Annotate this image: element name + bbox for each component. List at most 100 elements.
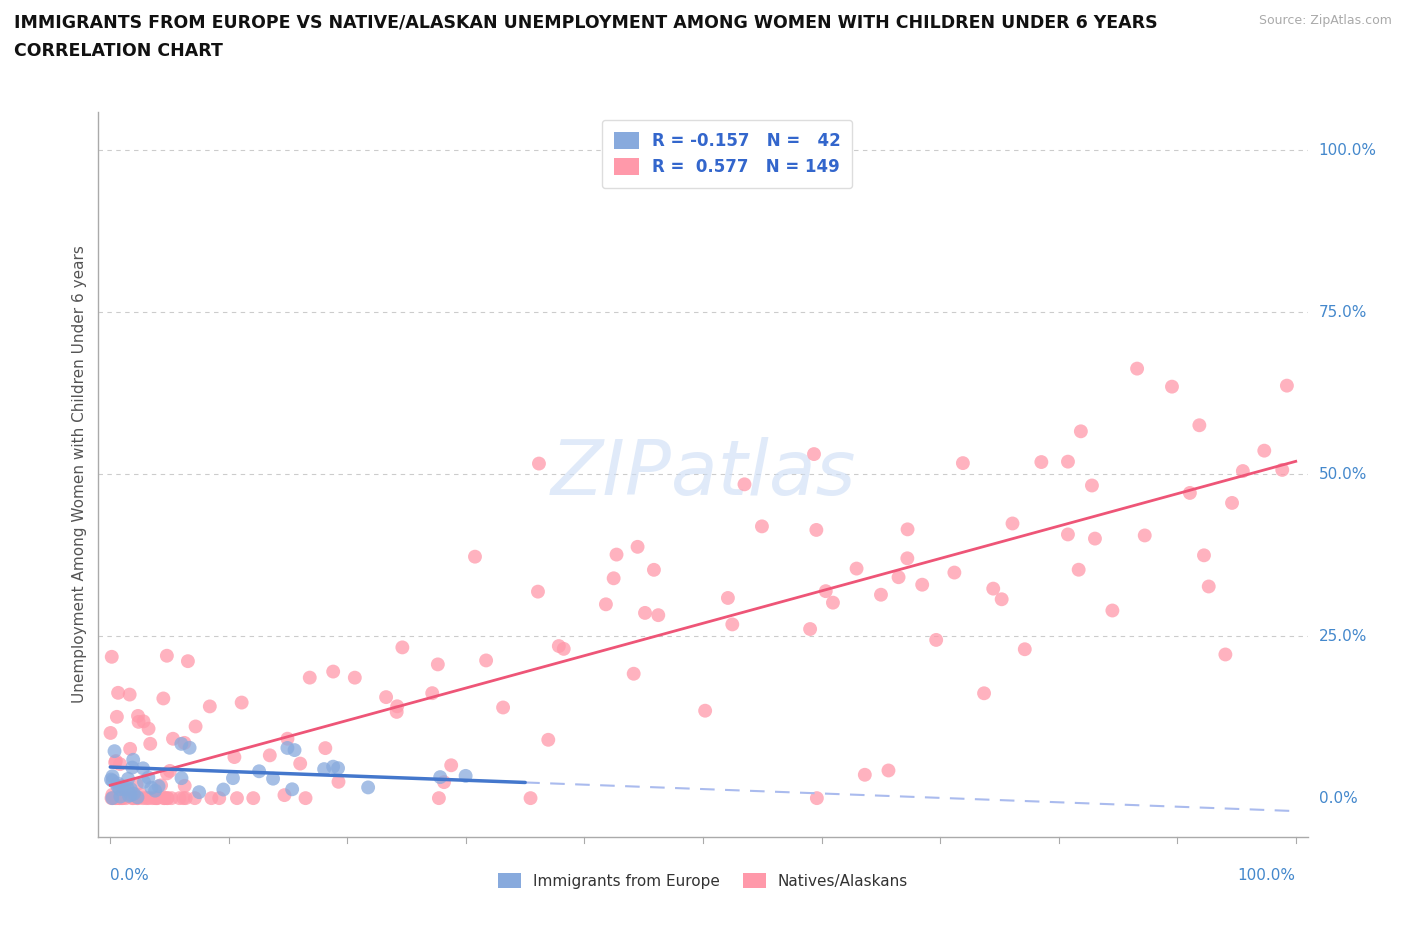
Point [343, 671, 366, 685]
Point [259, 748, 281, 763]
Point [108, 790, 131, 805]
Point [100, 790, 122, 805]
Point [170, 737, 193, 751]
Point [821, 595, 844, 610]
Point [111, 790, 134, 805]
Point [322, 664, 344, 679]
Point [1161, 379, 1184, 394]
Point [160, 790, 183, 805]
Point [101, 769, 124, 784]
Point [172, 790, 194, 805]
Point [222, 771, 245, 786]
Point [121, 760, 143, 775]
Text: 100.0%: 100.0% [1237, 868, 1296, 883]
Point [120, 741, 142, 756]
Point [117, 781, 139, 796]
Point [226, 790, 249, 805]
Point [877, 763, 900, 777]
Point [276, 740, 298, 755]
Point [385, 704, 408, 719]
Text: CORRELATION CHART: CORRELATION CHART [14, 42, 224, 60]
Point [981, 581, 1004, 596]
Point [156, 648, 179, 663]
Point [162, 731, 184, 746]
Point [1253, 444, 1275, 458]
Point [814, 584, 837, 599]
Point [141, 780, 163, 795]
Point [170, 771, 193, 786]
Point [132, 714, 155, 729]
Point [519, 790, 541, 805]
Point [328, 775, 350, 790]
Point [121, 786, 143, 801]
Point [1198, 579, 1220, 594]
Point [145, 790, 167, 805]
Point [281, 782, 304, 797]
Point [101, 774, 124, 789]
Text: 25.0%: 25.0% [1319, 629, 1367, 644]
Point [184, 719, 207, 734]
Point [198, 699, 221, 714]
Point [887, 570, 910, 585]
Point [173, 778, 195, 793]
Point [990, 591, 1012, 606]
Point [1220, 496, 1243, 511]
Point [314, 740, 336, 755]
Text: ZIPatlas: ZIPatlas [550, 437, 856, 512]
Point [547, 639, 569, 654]
Point [440, 758, 463, 773]
Point [1101, 603, 1123, 618]
Text: IMMIGRANTS FROM EUROPE VS NATIVE/ALASKAN UNEMPLOYMENT AMONG WOMEN WITH CHILDREN : IMMIGRANTS FROM EUROPE VS NATIVE/ALASKAN… [14, 14, 1157, 32]
Point [1014, 642, 1036, 657]
Point [127, 790, 149, 805]
Point [322, 759, 344, 774]
Point [314, 762, 336, 777]
Point [100, 725, 122, 740]
Point [1126, 361, 1149, 376]
Point [173, 736, 195, 751]
Point [141, 790, 163, 805]
Point [527, 456, 550, 471]
Point [132, 775, 155, 790]
Point [108, 757, 131, 772]
Point [108, 782, 131, 797]
Point [294, 790, 316, 805]
Point [101, 790, 124, 805]
Text: 75.0%: 75.0% [1319, 305, 1367, 320]
Point [117, 771, 139, 786]
Point [212, 782, 235, 797]
Text: 50.0%: 50.0% [1319, 467, 1367, 482]
Point [283, 743, 305, 758]
Point [159, 764, 181, 778]
Point [156, 790, 179, 805]
Point [120, 782, 142, 797]
Point [1031, 455, 1053, 470]
Point [1215, 647, 1237, 662]
Point [273, 788, 295, 803]
Point [1275, 379, 1298, 393]
Point [108, 790, 131, 805]
Point [128, 714, 150, 729]
Point [105, 790, 128, 805]
Point [911, 578, 934, 592]
Point [224, 750, 246, 764]
Point [115, 790, 138, 805]
Point [148, 778, 170, 793]
Point [385, 698, 408, 713]
Point [107, 685, 129, 700]
Point [721, 617, 744, 631]
Point [138, 770, 160, 785]
Point [602, 571, 624, 586]
Point [153, 790, 176, 805]
Point [290, 756, 312, 771]
Point [122, 787, 145, 802]
Point [391, 640, 413, 655]
Point [179, 740, 201, 755]
Point [276, 731, 298, 746]
Point [138, 722, 160, 737]
Point [357, 780, 380, 795]
Point [595, 597, 617, 612]
Point [1178, 485, 1201, 500]
Point [114, 782, 136, 797]
Point [138, 790, 160, 805]
